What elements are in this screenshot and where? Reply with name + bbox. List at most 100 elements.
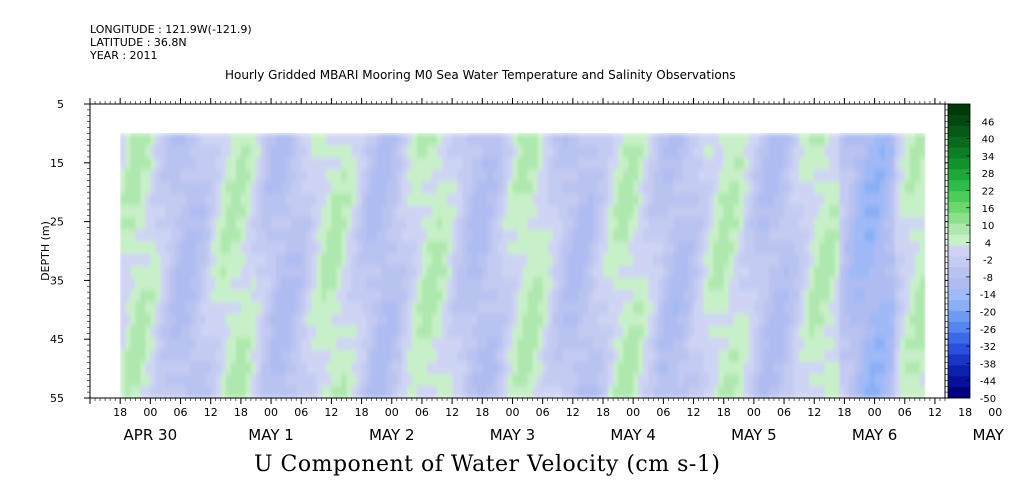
heatmap-cell	[301, 253, 307, 267]
heatmap-cell	[200, 349, 207, 363]
heatmap-cell	[708, 313, 715, 327]
heatmap-cell	[215, 205, 222, 219]
heatmap-cell	[849, 253, 855, 267]
heatmap-cell	[155, 277, 161, 291]
heatmap-cell	[286, 349, 292, 363]
heatmap-cell	[482, 217, 488, 231]
heatmap-cell	[784, 301, 790, 315]
heatmap-cell	[638, 217, 644, 231]
heatmap-cell	[301, 265, 307, 279]
heatmap-cell	[190, 229, 197, 243]
heatmap-cell	[774, 361, 780, 375]
heatmap-cell	[492, 265, 498, 279]
heatmap-cell	[296, 337, 302, 351]
heatmap-cell	[779, 217, 785, 231]
heatmap-cell	[723, 386, 730, 399]
heatmap-cell	[819, 349, 825, 363]
heatmap-cell	[250, 361, 257, 375]
heatmap-cell	[668, 169, 674, 183]
heatmap-cell	[482, 289, 488, 303]
heatmap-cell	[492, 361, 498, 375]
heatmap-cell	[708, 229, 715, 243]
heatmap-cell	[256, 386, 262, 399]
heatmap-cell	[497, 277, 503, 291]
heatmap-cell	[854, 253, 861, 267]
heatmap-cell	[421, 181, 428, 195]
heatmap-cell	[457, 169, 463, 183]
heatmap-cell	[693, 313, 700, 327]
heatmap-cell	[748, 229, 755, 243]
heatmap-cell	[894, 265, 901, 279]
heatmap-cell	[160, 337, 166, 351]
x-hour-label: 06	[415, 406, 429, 419]
heatmap-cell	[527, 241, 534, 255]
heatmap-cell	[738, 277, 745, 291]
heatmap-cell	[210, 301, 217, 315]
heatmap-cell	[758, 277, 765, 291]
heatmap-cell	[432, 145, 438, 158]
heatmap-cell	[829, 253, 835, 267]
heatmap-cell	[784, 349, 790, 363]
heatmap-cell	[165, 373, 171, 387]
heatmap-cell	[623, 313, 629, 327]
heatmap-cell	[396, 193, 403, 207]
heatmap-cell	[462, 217, 468, 231]
heatmap-cell	[728, 241, 735, 255]
heatmap-cell	[628, 133, 634, 146]
heatmap-cell	[703, 313, 710, 327]
heatmap-cell	[713, 253, 720, 267]
heatmap-cell	[376, 217, 383, 231]
heatmap-cell	[567, 289, 574, 303]
heatmap-cell	[180, 301, 187, 315]
heatmap-cell	[351, 277, 358, 291]
heatmap-cell	[240, 205, 247, 219]
heatmap-cell	[215, 313, 222, 327]
heatmap-cell	[874, 145, 881, 158]
heatmap-cell	[276, 277, 282, 291]
heatmap-cell	[663, 205, 669, 219]
heatmap-cell	[587, 313, 594, 327]
heatmap-cell	[366, 205, 373, 219]
heatmap-cell	[165, 205, 171, 219]
heatmap-cell	[411, 361, 418, 375]
heatmap-cell	[125, 169, 131, 183]
heatmap-cell	[658, 277, 664, 291]
heatmap-cell	[462, 289, 468, 303]
heatmap-cell	[256, 133, 262, 146]
heatmap-cell	[577, 301, 584, 315]
heatmap-cell	[245, 193, 252, 207]
heatmap-cell	[135, 325, 141, 339]
heatmap-cell	[361, 349, 368, 363]
heatmap-cell	[849, 145, 855, 158]
heatmap-cell	[301, 169, 307, 183]
heatmap-cell	[894, 229, 901, 243]
heatmap-cell	[336, 157, 342, 171]
heatmap-cell	[522, 313, 529, 327]
heatmap-cell	[341, 325, 348, 339]
heatmap-cell	[457, 277, 463, 291]
heatmap-cell	[482, 301, 488, 315]
heatmap-cell	[125, 181, 131, 195]
y-tick-label: 15	[50, 157, 64, 170]
heatmap-cell	[638, 373, 644, 387]
heatmap-cell	[261, 169, 267, 183]
heatmap-cell	[914, 241, 921, 255]
heatmap-cell	[668, 145, 674, 158]
heatmap-cell	[794, 313, 800, 327]
heatmap-cell	[829, 386, 835, 399]
heatmap-cell	[477, 337, 483, 351]
heatmap-cell	[743, 265, 750, 279]
heatmap-cell	[467, 301, 473, 315]
heatmap-cell	[909, 386, 916, 399]
x-hour-label: 12	[687, 406, 701, 419]
heatmap-cell	[914, 325, 921, 339]
heatmap-cell	[276, 193, 282, 207]
heatmap-cell	[406, 193, 413, 207]
heatmap-cell	[517, 277, 524, 291]
heatmap-cell	[688, 193, 695, 207]
heatmap-cell	[774, 386, 780, 399]
heatmap-cell	[743, 386, 750, 399]
heatmap-cell	[185, 253, 192, 267]
heatmap-cell	[457, 217, 463, 231]
heatmap-cell	[658, 145, 664, 158]
